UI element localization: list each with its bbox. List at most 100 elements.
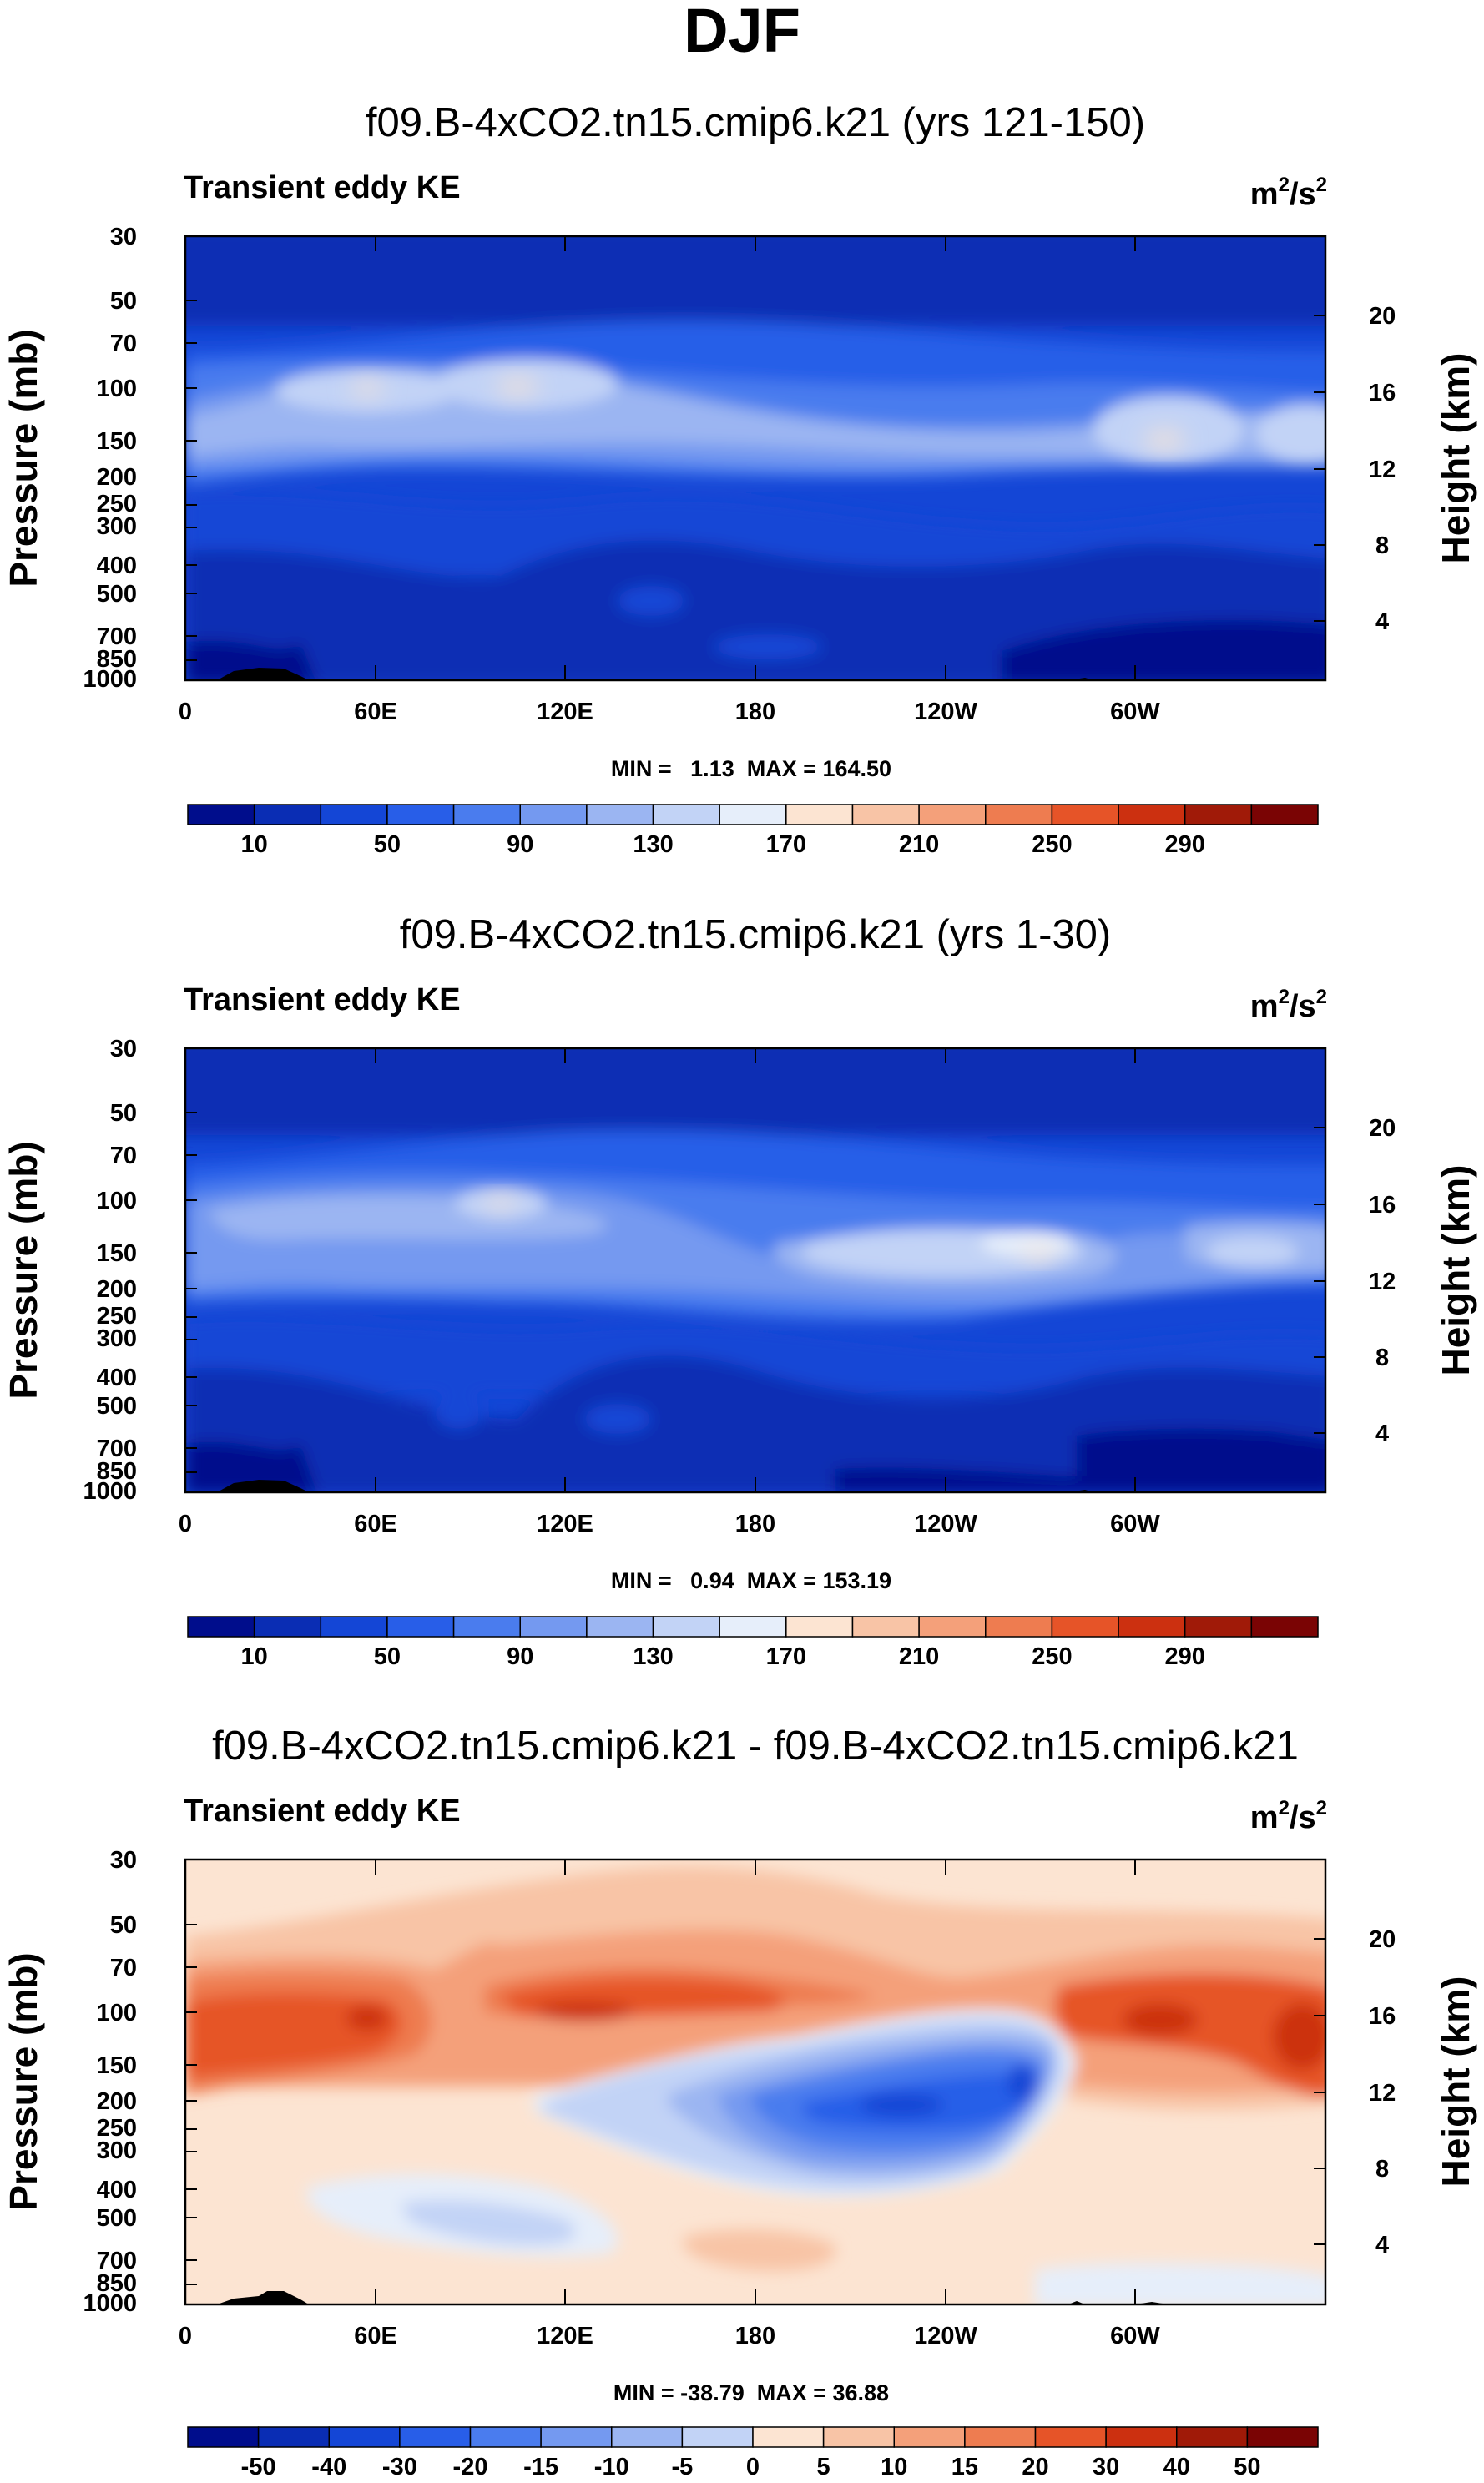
colorbar-box <box>469 2426 542 2448</box>
lon-label: 120E <box>537 699 593 725</box>
colorbar-label: 90 <box>507 1643 533 1670</box>
pressure-label: 100 <box>97 1188 137 1214</box>
lon-label: 60W <box>1110 2323 1160 2349</box>
lon-label: 0 <box>179 699 192 725</box>
pressure-label: 700 <box>97 2248 137 2274</box>
pressure-label: 200 <box>97 2088 137 2115</box>
panel-1-x-ticks <box>184 236 1136 680</box>
lon-label: 180 <box>735 1511 775 1537</box>
colorbar-box <box>586 1616 654 1638</box>
pressure-label: 400 <box>97 553 137 579</box>
colorbar-box <box>1250 1616 1319 1638</box>
height-label: 12 <box>1369 2080 1396 2107</box>
panel-2-colorbar: 10 50 90 130 170 210 250 290 <box>187 1616 1319 1670</box>
panel-1-y2-axis-title: Height (km) <box>1434 353 1477 564</box>
height-label: 16 <box>1369 1192 1396 1219</box>
colorbar-label: 290 <box>1165 831 1205 858</box>
lon-label: 0 <box>179 1511 192 1537</box>
panel-1-y-ticks-right <box>1314 315 1325 622</box>
colorbar-box <box>985 1616 1053 1638</box>
colorbar-box <box>187 2426 260 2448</box>
panel-2-units-label: m2/s2 <box>1250 986 1327 1024</box>
pressure-label: 250 <box>97 2115 137 2142</box>
colorbar-box <box>964 2426 1037 2448</box>
colorbar-label: -50 <box>241 2454 276 2480</box>
colorbar-label: 170 <box>766 831 806 858</box>
panel-3-y-ticks-right <box>1314 1938 1325 2245</box>
panel-2: f09.B-4xCO2.tn15.cmip6.k21 (yrs 1-30) Tr… <box>2 912 1477 1670</box>
colorbar-label: 250 <box>1032 1643 1072 1670</box>
pressure-label: 200 <box>97 1276 137 1303</box>
pressure-label: 500 <box>97 2205 137 2232</box>
lon-label: 120W <box>914 699 977 725</box>
panel-2-minmax: MIN = 0.94 MAX = 153.19 <box>611 1568 891 1593</box>
panel-2-y-ticks-left <box>185 1047 197 1493</box>
panel-2-lon-tick-labels: 0 60E 120E 180 120W 60W <box>179 1511 1161 1537</box>
colorbar-label: 10 <box>881 2454 907 2480</box>
panel-1-minmax: MIN = 1.13 MAX = 164.50 <box>611 756 891 781</box>
panel-2-y-ticks-right <box>1314 1127 1325 1434</box>
colorbar-box <box>1250 804 1319 825</box>
pressure-label: 500 <box>97 1393 137 1420</box>
pressure-label: 30 <box>110 1847 137 1874</box>
colorbar-box <box>652 1616 720 1638</box>
panel-2-title: f09.B-4xCO2.tn15.cmip6.k21 (yrs 1-30) <box>400 912 1111 957</box>
colorbar-label: -5 <box>671 2454 693 2480</box>
lon-label: 60W <box>1110 699 1160 725</box>
panel-3-y2-axis-title: Height (km) <box>1434 1976 1477 2188</box>
pressure-label: 300 <box>97 2137 137 2164</box>
height-label: 12 <box>1369 457 1396 483</box>
colorbar-box <box>918 1616 987 1638</box>
colorbar-label: 5 <box>817 2454 830 2480</box>
lon-label: 120W <box>914 2323 977 2349</box>
lon-label: 60E <box>354 1511 397 1537</box>
colorbar-box <box>187 804 255 825</box>
panel-3-units-label: m2/s2 <box>1250 1797 1327 1835</box>
panel-3-variable-label: Transient eddy KE <box>184 1794 461 1829</box>
height-label: 8 <box>1375 1345 1389 1371</box>
pressure-label: 850 <box>97 2270 137 2297</box>
colorbar-box <box>320 804 388 825</box>
panel-1-units-label: m2/s2 <box>1250 174 1327 212</box>
height-label: 4 <box>1375 608 1389 635</box>
colorbar-box <box>519 1616 588 1638</box>
colorbar-box <box>257 2426 330 2448</box>
colorbar-box <box>1118 804 1186 825</box>
panel-3: f09.B-4xCO2.tn15.cmip6.k21 - f09.B-4xCO2… <box>2 1723 1477 2480</box>
panel-1-variable-label: Transient eddy KE <box>184 170 461 205</box>
colorbar-label: 15 <box>951 2454 978 2480</box>
colorbar-box <box>452 804 521 825</box>
colorbar-label: 250 <box>1032 831 1072 858</box>
panel-3-y-ticks-left <box>185 1859 197 2305</box>
colorbar-label: 50 <box>374 1643 401 1670</box>
pressure-label: 70 <box>110 331 137 357</box>
colorbar-box <box>918 804 987 825</box>
colorbar-box <box>452 1616 521 1638</box>
colorbar-box <box>719 804 787 825</box>
height-label: 16 <box>1369 380 1396 406</box>
height-label: 8 <box>1375 2156 1389 2183</box>
panel-2-height-tick-labels: 20 16 12 8 4 <box>1369 1115 1396 1447</box>
height-label: 8 <box>1375 532 1389 559</box>
colorbar-label: 210 <box>899 1643 939 1670</box>
colorbar-box <box>681 2426 754 2448</box>
panel-3-height-tick-labels: 20 16 12 8 4 <box>1369 1926 1396 2258</box>
colorbar-box <box>785 804 854 825</box>
colorbar-box <box>519 804 588 825</box>
colorbar-label: 10 <box>241 831 268 858</box>
colorbar-box <box>752 2426 825 2448</box>
colorbar-box <box>1176 2426 1249 2448</box>
colorbar-box <box>611 2426 684 2448</box>
pressure-label: 50 <box>110 1912 137 1939</box>
lon-label: 120E <box>537 1511 593 1537</box>
panel-1-colorbar: 10 50 90 130 170 210 250 290 <box>187 804 1319 858</box>
panel-1-lon-tick-labels: 0 60E 120E 180 120W 60W <box>179 699 1161 725</box>
height-label: 16 <box>1369 2003 1396 2030</box>
panel-1-height-tick-labels: 20 16 12 8 4 <box>1369 303 1396 635</box>
pressure-label: 250 <box>97 1303 137 1330</box>
colorbar-label: -30 <box>382 2454 417 2480</box>
colorbar-label: 130 <box>633 1643 673 1670</box>
pressure-label: 150 <box>97 2052 137 2079</box>
pressure-label: 1000 <box>83 2290 137 2317</box>
